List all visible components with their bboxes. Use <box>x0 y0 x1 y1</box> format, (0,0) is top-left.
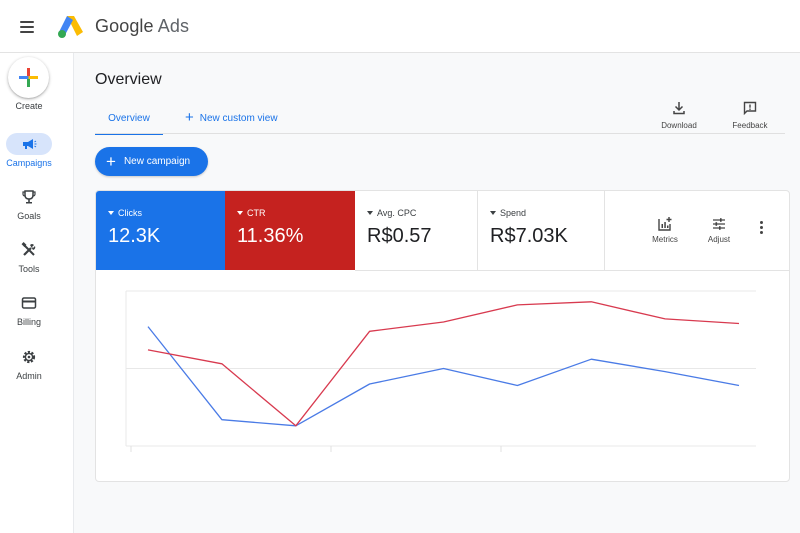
adjust-label: Adjust <box>707 235 731 244</box>
tune-icon <box>713 218 725 230</box>
tab-label: New custom view <box>199 113 278 124</box>
metric-name: CTR <box>247 208 266 218</box>
metric-card-clicks[interactable]: Clicks 12.3K <box>96 191 225 270</box>
feedback-icon <box>743 101 757 115</box>
megaphone-icon <box>6 133 52 155</box>
sidebar-item-tools[interactable]: Tools <box>0 239 58 274</box>
download-label: Download <box>661 121 697 130</box>
feedback-label: Feedback <box>732 121 768 130</box>
series-line-1 <box>147 301 740 427</box>
sidebar-item-campaigns[interactable]: Campaigns <box>0 133 58 168</box>
sidebar-item-goals[interactable]: Goals <box>0 186 58 221</box>
caret-down-icon[interactable] <box>108 211 114 215</box>
sidebar-item-label: Tools <box>18 264 40 274</box>
feedback-button[interactable]: Feedback <box>725 101 775 130</box>
create-label: Create <box>15 101 43 111</box>
performance-line-chart <box>125 290 756 452</box>
sidebar-item-label: Billing <box>16 317 41 327</box>
brand-name: Google <box>95 16 154 36</box>
caret-down-icon[interactable] <box>367 211 373 215</box>
product-name: Google Ads <box>95 16 189 37</box>
caret-down-icon[interactable] <box>490 211 496 215</box>
tab-new-custom-view[interactable]: + New custom view <box>185 109 278 135</box>
sidebar-item-billing[interactable]: Billing <box>0 292 58 327</box>
metric-value: R$7.03K <box>490 225 568 247</box>
hamburger-menu-icon[interactable] <box>14 14 40 40</box>
metric-value: R$0.57 <box>367 225 432 247</box>
sidebar-item-admin[interactable]: Admin <box>0 346 58 381</box>
top-app-bar: Google Ads <box>0 0 800 53</box>
performance-card: Clicks 12.3K CTR 11.36% Avg. CPC R$0.57 … <box>95 190 790 482</box>
metric-card-avg-cpc[interactable]: Avg. CPC R$0.57 <box>355 191 478 270</box>
download-button[interactable]: Download <box>654 101 704 130</box>
plus-icon: + <box>106 151 116 171</box>
caret-down-icon[interactable] <box>237 211 243 215</box>
tab-overview[interactable]: Overview <box>95 111 163 135</box>
metrics-button[interactable]: Metrics <box>645 216 685 244</box>
download-icon <box>673 102 685 115</box>
metrics-divider <box>355 270 789 271</box>
gear-icon <box>6 346 52 368</box>
metric-value: 11.36% <box>237 225 304 247</box>
product-suffix: Ads <box>157 16 190 36</box>
metric-card-ctr[interactable]: CTR 11.36% <box>225 191 355 270</box>
google-ads-logo <box>58 16 83 38</box>
page-title: Overview <box>95 71 162 88</box>
metric-name: Spend <box>500 208 527 218</box>
credit-card-icon <box>6 292 52 314</box>
tabs-divider <box>95 133 785 134</box>
create-button[interactable] <box>8 57 49 98</box>
add-chart-icon <box>658 217 672 231</box>
metric-name: Avg. CPC <box>377 208 417 218</box>
sidebar-item-label: Campaigns <box>6 158 52 168</box>
sidebar-item-label: Admin <box>16 371 42 381</box>
new-campaign-label: New campaign <box>123 156 191 167</box>
series-line-0 <box>147 326 740 427</box>
more-vert-icon[interactable] <box>755 221 767 239</box>
plus-icon: + <box>185 109 194 126</box>
tools-icon <box>6 239 52 261</box>
main-content: Overview Overview + New custom view Down… <box>74 53 800 533</box>
sidebar-item-label: Goals <box>17 211 41 221</box>
metric-name: Clicks <box>118 208 142 218</box>
adjust-button[interactable]: Adjust <box>699 216 739 244</box>
side-navigation: Create Campaigns Goals Tools Billing Adm… <box>0 53 74 533</box>
trophy-icon <box>6 186 52 208</box>
metrics-label: Metrics <box>652 235 678 244</box>
new-campaign-button[interactable]: + New campaign <box>95 147 208 176</box>
metric-card-spend[interactable]: Spend R$7.03K <box>478 191 605 270</box>
metric-value: 12.3K <box>108 225 161 247</box>
plus-multicolor-icon <box>19 68 38 87</box>
